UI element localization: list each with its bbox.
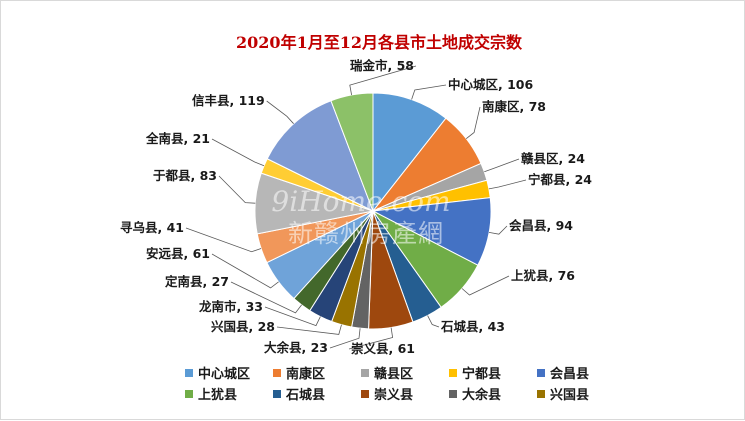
data-label: 定南县, 27: [164, 274, 229, 289]
leader-line: [427, 315, 440, 328]
data-labels: 中心城区, 106 南康区, 78 赣县区, 24 宁都县, 24 会昌县, 94 上犹县…: [120, 58, 592, 356]
legend-swatch: [361, 369, 369, 377]
leader-line: [461, 275, 510, 296]
legend-swatch: [449, 369, 457, 377]
legend-label: 赣县区: [374, 366, 413, 382]
data-label: 瑞金市, 58: [350, 58, 414, 73]
legend-swatch: [273, 390, 281, 398]
data-label: 赣县区, 24: [521, 151, 585, 166]
leader-line: [411, 84, 447, 100]
legend-label: 宁都县: [462, 366, 501, 382]
data-label: 会昌县, 94: [509, 218, 573, 233]
legend-swatch: [185, 369, 193, 377]
legend-item: 赣县区: [361, 366, 413, 382]
legend-swatch: [537, 390, 545, 398]
leader-line: [484, 158, 520, 173]
data-label: 南康区, 78: [482, 99, 546, 114]
pie-slice: [372, 92, 447, 213]
legend-item: 崇义县: [361, 387, 413, 403]
leader-line: [230, 281, 302, 314]
legend-label: 中心城区: [198, 366, 250, 382]
leader-line: [465, 106, 481, 140]
data-label: 全南县, 21: [145, 131, 210, 146]
leader-line: [488, 225, 508, 235]
leader-line: [266, 100, 294, 124]
data-label: 宁都县, 24: [528, 172, 592, 187]
leader-line: [348, 327, 394, 350]
data-label: 石城县, 43: [440, 319, 505, 334]
chart-title: 2020年1月至12月各县市土地成交宗数: [236, 33, 523, 52]
leader-line: [329, 328, 361, 349]
data-label: 安远县, 61: [146, 246, 210, 261]
legend-swatch: [273, 369, 281, 377]
legend-item: 石城县: [273, 387, 325, 403]
pie-slice: [330, 92, 374, 212]
leader-line: [264, 306, 321, 327]
legend-label: 会昌县: [550, 366, 589, 382]
legend-item: 会昌县: [537, 366, 589, 382]
legend-label: 石城县: [285, 387, 325, 403]
data-label: 大余县, 23: [264, 340, 328, 355]
data-label: 于都县, 83: [153, 168, 217, 183]
leader-line: [488, 179, 527, 190]
legend-swatch: [361, 390, 369, 398]
leader-line: [211, 253, 279, 289]
legend-item: 兴国县: [537, 387, 589, 403]
data-label: 崇义县, 61: [351, 341, 415, 356]
data-label: 寻乌县, 41: [120, 220, 184, 235]
data-label: 龙南市, 33: [198, 299, 263, 314]
pie-slice: [266, 100, 374, 213]
legend-label: 南康区: [286, 366, 325, 382]
legend-swatch: [537, 369, 545, 377]
legend-label: 上犹县: [198, 387, 237, 403]
legend-item: 大余县: [449, 387, 501, 403]
legend-label: 大余县: [462, 387, 501, 403]
leader-line: [276, 324, 342, 335]
data-label: 上犹县, 76: [511, 268, 575, 283]
watermark: 9iHome.com 新赣州房產網: [271, 185, 450, 248]
data-label: 中心城区, 106: [448, 77, 533, 92]
legend-item: 上犹县: [185, 387, 237, 403]
data-label: 信丰县, 119: [192, 93, 265, 108]
leader-lines: [185, 65, 527, 350]
legend-label: 兴国县: [550, 387, 589, 403]
leader-line: [349, 65, 417, 96]
legend-swatch: [185, 390, 193, 398]
legend-item: 宁都县: [449, 366, 501, 382]
legend-swatch: [449, 390, 457, 398]
leader-line: [185, 227, 262, 253]
legend-item: 南康区: [273, 366, 325, 382]
legend-label: 崇义县: [374, 387, 413, 403]
leader-line: [211, 138, 265, 167]
leader-line: [218, 175, 256, 204]
watermark-text: 新赣州房產網: [288, 219, 444, 248]
watermark-logo: 9iHome.com: [271, 185, 450, 218]
legend-item: 中心城区: [185, 366, 250, 382]
data-label: 兴国县, 28: [211, 319, 275, 334]
